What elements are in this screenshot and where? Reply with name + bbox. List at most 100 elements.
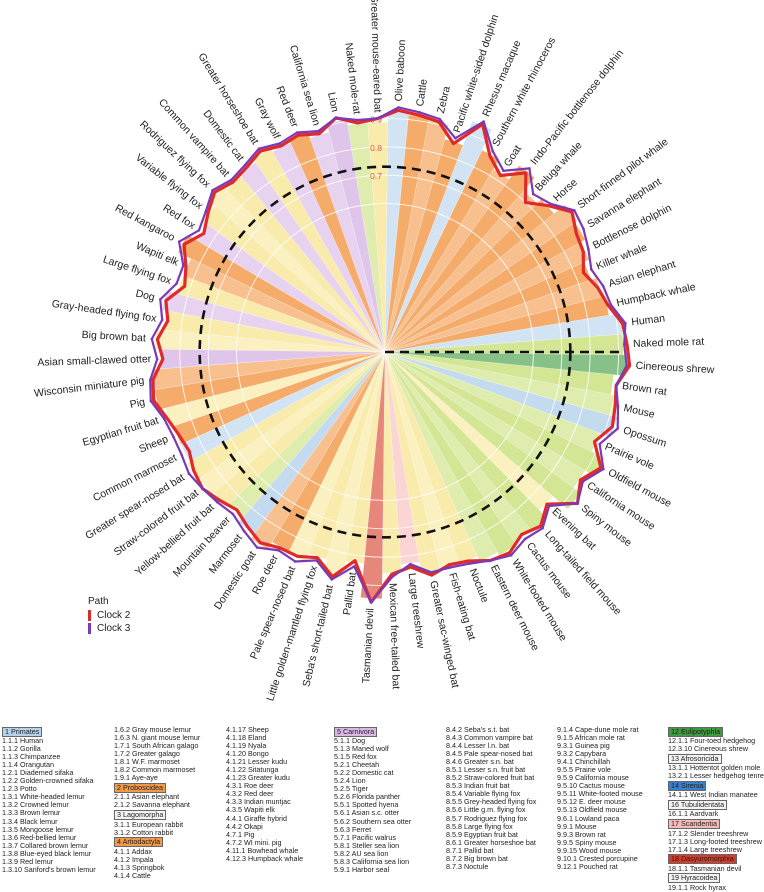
- index-entry: 1.8.1 W.F. marmoset: [114, 757, 180, 767]
- wedge-california-mouse: [385, 352, 585, 488]
- data-point: [279, 144, 283, 148]
- order-header: 1 Primates: [2, 726, 43, 737]
- index-entry: 1.6.2 Gray mouse lemur: [114, 725, 192, 734]
- grid-spoke: [384, 125, 494, 353]
- order-header-row: 5 Carnivora: [334, 726, 411, 737]
- index-entry: 8.5.7 Rodriguez flying fox: [446, 813, 528, 823]
- data-point: [334, 116, 338, 120]
- data-point: [317, 132, 321, 136]
- index-entry: 5.2.2 Domestic cat: [334, 768, 394, 778]
- wedge-oldfield-mouse: [385, 352, 605, 477]
- index-entry: 1.2.2 Golden-crowned sifaka: [2, 776, 94, 786]
- data-point: [587, 247, 590, 251]
- index-entry: 18.1.1 Tasmanian devil: [668, 863, 742, 873]
- index-entry: 8.5.6 Little g.m. flying fox: [446, 805, 526, 815]
- grid-spoke: [143, 283, 386, 353]
- wedge-lion: [326, 119, 385, 352]
- data-point: [582, 250, 585, 254]
- order-header-row: 19 Hyracoidea: [668, 873, 764, 884]
- data-point: [452, 142, 455, 145]
- data-point: [229, 178, 233, 182]
- data-point: [524, 171, 528, 175]
- species-label: Pallid bat: [341, 571, 359, 616]
- index-entry: 1.3.4 Black lemur: [2, 816, 58, 826]
- grid-spoke: [243, 144, 386, 353]
- data-point: [448, 566, 452, 569]
- data-point: [166, 319, 170, 323]
- index-entry: 9.5.11 White-footed mouse: [557, 789, 643, 799]
- index-entry: 4.1.22 Sitatunga: [226, 765, 279, 775]
- data-point: [295, 131, 299, 134]
- index-entry: 8.5.9 Egyptian fruit bat: [446, 829, 518, 839]
- wedge-eastern-deer-mouse: [385, 352, 498, 562]
- grid-spoke: [281, 123, 386, 353]
- wedge-gray-wolf: [272, 142, 385, 352]
- data-point: [172, 435, 175, 439]
- species-label: Noctule: [467, 567, 491, 605]
- wedge-indo-pacific-bottlenose-dolphin: [385, 165, 535, 352]
- index-entry: 1.8.2 Common marmoset: [114, 765, 196, 775]
- radial-gridlines: [134, 101, 636, 603]
- grid-spoke: [384, 176, 565, 353]
- index-entry: 8.5.8 Large flying fox: [446, 821, 513, 831]
- grid-spoke: [384, 102, 411, 353]
- data-point: [547, 504, 551, 508]
- grid-spoke: [384, 311, 633, 353]
- species-label: Goat: [502, 143, 525, 169]
- data-point: [616, 427, 619, 430]
- data-point: [437, 120, 441, 124]
- species-label: Asian small-clawed otter: [37, 353, 152, 369]
- grid-spoke: [384, 351, 589, 499]
- wedge-goat: [385, 169, 509, 352]
- data-point: [149, 399, 153, 403]
- data-point: [624, 322, 627, 325]
- wedge-prairie-vole: [385, 352, 600, 452]
- species-label: Horse: [551, 176, 580, 204]
- data-point: [528, 167, 531, 170]
- data-point: [257, 147, 261, 150]
- wedge-long-tailed-field-mouse: [385, 352, 548, 532]
- grid-spoke: [384, 148, 532, 353]
- index-entry: 5.9.1 Harbor seal: [334, 864, 390, 874]
- data-point: [187, 449, 191, 453]
- grid-spoke: [296, 351, 386, 587]
- legend-label-clock2: Clock 2: [97, 610, 131, 621]
- order-header: 3 Lagomorpha: [114, 809, 167, 821]
- index-entry: 1.7.1 South African galago: [114, 741, 199, 751]
- wedge-yellow-bellied-fruit-bat: [213, 352, 385, 507]
- wedge-noctule: [385, 352, 478, 564]
- index-entry: 5.6.3 Ferret: [334, 824, 372, 834]
- index-entry: 4.3.5 Wapiti elk: [226, 805, 275, 815]
- data-point: [570, 210, 574, 214]
- index-entry: 4.1.18 Eland: [226, 733, 267, 743]
- legend-swatch-clock2: [88, 610, 91, 621]
- index-column: 1 Primates 1.1.1 Human 1.1.2 Gorilla 1.1.3 …: [2, 726, 96, 874]
- data-point: [448, 563, 451, 566]
- grid-spoke: [384, 351, 627, 421]
- data-point: [606, 304, 610, 307]
- order-header-row: 2 Proboscidea: [114, 782, 200, 793]
- grid-spoke: [384, 351, 448, 595]
- index-entry: 1.3.9 Red lemur: [2, 856, 54, 866]
- index-entry: 9.1.4 Cape-dune mole rat: [557, 725, 639, 734]
- grid-spoke: [384, 289, 628, 353]
- index-entry: 5.2.5 Tiger: [334, 784, 368, 794]
- grid-spoke: [384, 351, 527, 560]
- data-point: [255, 546, 259, 549]
- legend-swatch-clock3: [88, 623, 91, 634]
- species-label: Pig: [129, 396, 146, 411]
- data-point: [162, 417, 166, 421]
- data-point: [409, 565, 413, 569]
- wedge-common-vampire-bat: [226, 176, 385, 352]
- data-point: [547, 204, 550, 207]
- wedge-sheep: [173, 352, 385, 445]
- species-label: Cinereous shrew: [635, 360, 715, 376]
- data-point: [454, 136, 457, 140]
- data-point: [625, 343, 629, 346]
- data-point: [609, 303, 613, 307]
- index-entry: 5.8.1 Steller sea lion: [334, 840, 400, 850]
- data-point: [148, 378, 152, 382]
- grid-spoke: [135, 326, 386, 353]
- index-entry: 19.1.1 Rock hyrax: [668, 882, 726, 892]
- data-point: [622, 343, 626, 346]
